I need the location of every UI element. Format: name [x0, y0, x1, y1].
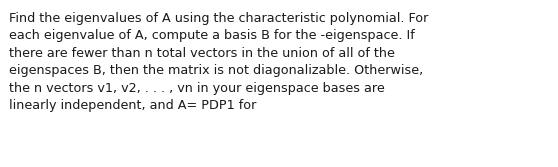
Text: Find the eigenvalues of A using the characteristic polynomial. For
each eigenval: Find the eigenvalues of A using the char…: [9, 12, 429, 112]
